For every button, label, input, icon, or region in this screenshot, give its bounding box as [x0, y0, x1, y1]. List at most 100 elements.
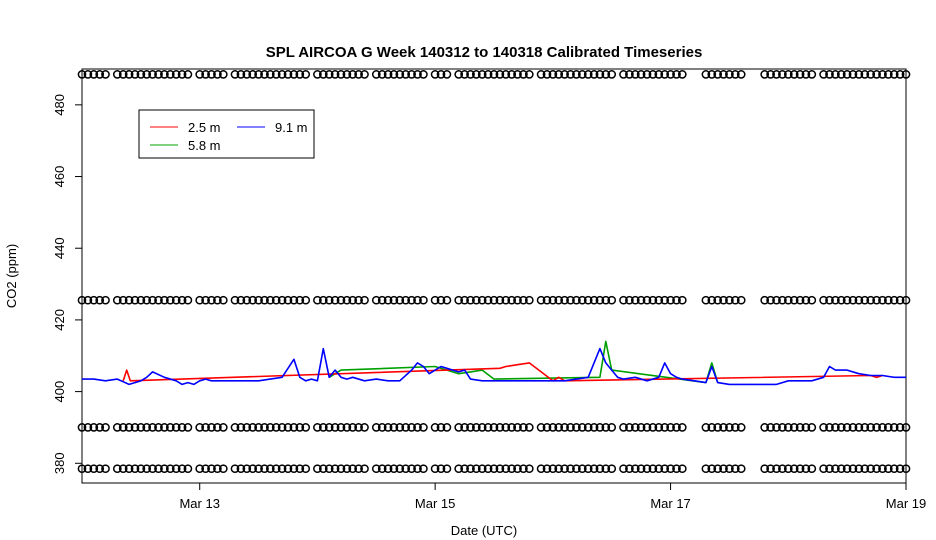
- calibration-point: [101, 423, 110, 432]
- calibration-point: [265, 464, 275, 474]
- calibration-point: [831, 464, 840, 474]
- calibration-point: [772, 295, 781, 305]
- calibration-point: [401, 423, 411, 432]
- x-tick-label: Mar 15: [415, 496, 455, 511]
- calibration-point: [360, 423, 369, 432]
- calibration-point: [842, 70, 852, 79]
- calibration-point: [419, 295, 428, 305]
- calibration-point: [454, 295, 464, 305]
- calibration-point: [501, 464, 511, 474]
- calibration-point: [878, 70, 887, 79]
- calibration-point: [354, 423, 363, 432]
- calibration-point: [342, 295, 352, 305]
- calibration-point: [872, 70, 881, 79]
- calibration-point: [401, 464, 411, 474]
- calibration-point: [542, 295, 552, 305]
- calibration-point: [277, 295, 287, 305]
- calibration-point: [648, 464, 658, 474]
- calibration-point: [230, 70, 240, 79]
- calibration-point: [619, 295, 628, 305]
- calibration-point: [413, 295, 422, 305]
- calibration-point: [136, 464, 146, 474]
- calibration-point: [77, 70, 87, 79]
- calibration-point: [471, 464, 481, 474]
- calibration-point: [607, 70, 617, 79]
- calibration-point: [324, 464, 334, 474]
- calibration-point: [730, 70, 740, 79]
- calibration-point: [454, 70, 464, 79]
- calibration-point: [265, 295, 275, 305]
- calibration-point: [672, 423, 681, 432]
- calibration-point: [554, 423, 564, 432]
- calibration-point: [854, 295, 864, 305]
- calibration-point: [136, 295, 146, 305]
- calibration-point: [524, 464, 534, 474]
- calibration-point: [836, 70, 846, 79]
- calibration-point: [577, 295, 587, 305]
- calibration-point: [407, 295, 416, 305]
- calibration-point: [118, 295, 128, 305]
- calibration-point: [213, 70, 222, 79]
- calibration-point: [513, 423, 522, 432]
- calibration-point: [660, 464, 670, 474]
- calibration-point: [789, 464, 799, 474]
- calibration-point: [889, 70, 899, 79]
- calibration-point: [407, 464, 416, 474]
- calibration-point: [136, 70, 146, 79]
- calibration-point: [895, 70, 905, 79]
- calibration-point: [407, 423, 416, 432]
- calibration-point: [860, 423, 870, 432]
- calibration-point: [666, 464, 675, 474]
- calibration-point: [336, 295, 346, 305]
- calibration-point: [807, 423, 817, 432]
- calibration-point: [489, 423, 499, 432]
- calibration-point: [789, 423, 799, 432]
- calibration-point: [318, 464, 328, 474]
- calibration-point: [336, 464, 346, 474]
- legend-label: 9.1 m: [275, 120, 308, 135]
- calibration-point: [377, 464, 387, 474]
- calibration-point: [736, 464, 746, 474]
- calibration-point: [348, 464, 358, 474]
- calibration-point: [230, 464, 240, 474]
- calibration-point: [572, 464, 581, 474]
- calibration-point: [701, 70, 711, 79]
- y-tick-label: 400: [52, 381, 67, 403]
- calibration-point: [701, 423, 711, 432]
- chart-title: SPL AIRCOA G Week 140312 to 140318 Calib…: [266, 44, 703, 61]
- calibration-point: [318, 70, 328, 79]
- calibration-point: [625, 295, 634, 305]
- calibration-point: [672, 295, 681, 305]
- calibration-point: [848, 464, 858, 474]
- calibration-point: [348, 295, 358, 305]
- calibration-point: [389, 423, 399, 432]
- calibration-point: [801, 295, 811, 305]
- calibration-point: [242, 464, 252, 474]
- legend-label: 5.8 m: [188, 138, 221, 153]
- calibration-point: [295, 464, 305, 474]
- calibration-point: [460, 295, 469, 305]
- calibration-point: [866, 423, 876, 432]
- calibration-point: [289, 295, 299, 305]
- calibration-point: [477, 70, 487, 79]
- calibration-point: [230, 423, 240, 432]
- calibration-point: [589, 423, 599, 432]
- calibration-point: [730, 295, 740, 305]
- calibration-point: [289, 423, 299, 432]
- calibration-point: [630, 295, 640, 305]
- calibration-point: [483, 295, 493, 305]
- calibration-point: [254, 295, 263, 305]
- calibration-point: [171, 464, 181, 474]
- calibration-point: [283, 423, 293, 432]
- calibration-point: [654, 70, 664, 79]
- calibration-point: [248, 423, 258, 432]
- calibration-point: [819, 423, 828, 432]
- calibration-point: [260, 295, 269, 305]
- calibration-point: [277, 464, 287, 474]
- calibration-point: [419, 70, 428, 79]
- calibration-point: [89, 295, 99, 305]
- calibration-point: [242, 423, 252, 432]
- calibration-point: [825, 423, 834, 432]
- calibration-point: [148, 464, 157, 474]
- calibration-point: [507, 295, 517, 305]
